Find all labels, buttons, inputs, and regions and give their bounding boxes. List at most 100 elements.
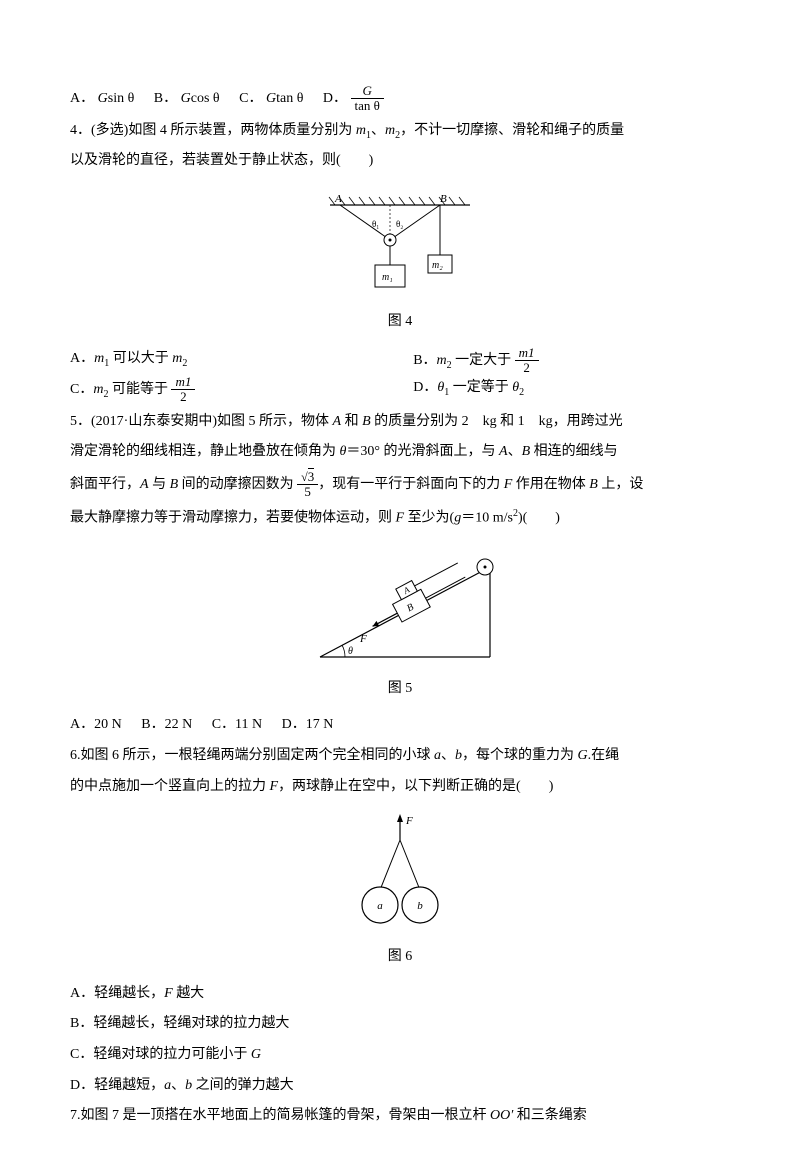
q7-line1: 7.如图 7 是一顶搭在水平地面上的简易帐篷的骨架，骨架由一根立杆 OO′ 和三… <box>70 1103 730 1130</box>
q6-opt-c: C．轻绳对球的拉力可能小于 G <box>70 1042 730 1069</box>
q3-c-label: C． <box>239 91 262 106</box>
q6-d-pre: D．轻绳越短， <box>70 1078 164 1093</box>
fig5-F: F <box>359 633 367 645</box>
q7-l1: 7.如图 7 是一顶搭在水平地面上的简易帐篷的骨架，骨架由一根立杆 <box>70 1108 490 1123</box>
q7-l1b: 和三条绳索 <box>513 1108 587 1123</box>
q5-l4a: 最大静摩擦力等于滑动摩擦力，若要使物体运动，则 <box>70 510 396 525</box>
q4-m2: m <box>385 123 395 138</box>
q5-A3: A <box>140 477 149 492</box>
q4-stem1b: ，不计一切摩擦、滑轮和绳子的质量 <box>400 123 624 138</box>
q6-d-post: 之间的弹力越大 <box>192 1078 294 1093</box>
q4-opt-d: D．θ1 一定等于 θ2 <box>413 375 730 405</box>
q6-opt-b: B．轻绳越长，轻绳对球的拉力越大 <box>70 1011 730 1038</box>
q5-l4b: 至少为( <box>404 510 454 525</box>
q5-l1c: 的质量分别为 2 kg 和 1 kg，用跨过光 <box>371 414 623 429</box>
q4-opts-row2: C．m2 可能等于 m12 D．θ1 一定等于 θ2 <box>70 375 730 405</box>
figure-4: A B θ₁ θ₂ m₁ m₂ <box>70 185 730 305</box>
q6-l1a: 6.如图 6 所示，一根轻绳两端分别固定两个完全相同的小球 <box>70 748 434 763</box>
q4-stem1a: 4．(多选)如图 4 所示装置，两物体质量分别为 <box>70 123 356 138</box>
figure-5-svg: θ B A F <box>290 542 510 672</box>
q3-b-g: G <box>181 91 191 106</box>
q6-F1: F <box>270 779 279 794</box>
fig4-B: B <box>440 193 447 205</box>
page: A． Gsin θ B． Gcos θ C． Gtan θ D． G tan θ… <box>0 0 800 1174</box>
q4-b-frac: m12 <box>515 346 539 376</box>
q5-l3e: 作用在物体 <box>512 477 589 492</box>
q3-d-frac: G tan θ <box>351 84 384 114</box>
q5-l2c: 、 <box>508 444 522 459</box>
q5-l3b: 与 <box>149 477 170 492</box>
q5-B1: B <box>362 414 371 429</box>
q3-b-trig: cos θ <box>191 91 220 106</box>
q6-l1b: ，每个球的重力为 <box>462 748 578 763</box>
fig4-m2: m₂ <box>432 260 443 271</box>
q4-opts-row1: A．m1 可以大于 m2 B．m2 一定大于 m12 <box>70 346 730 376</box>
q4-a-m2: m <box>172 351 182 366</box>
q6-l2b: ，两球静止在空中，以下判断正确的是( ) <box>278 779 553 794</box>
q6-line2: 的中点施加一个竖直向上的拉力 F，两球静止在空中，以下判断正确的是( ) <box>70 774 730 801</box>
q3-d-den: tan θ <box>351 99 384 113</box>
q4-sep1: 、 <box>371 123 385 138</box>
q4-opt-a: A．m1 可以大于 m2 <box>70 346 387 376</box>
figure-4-svg: A B θ₁ θ₂ m₁ m₂ <box>310 185 490 305</box>
q3-d-label: D． <box>323 91 347 106</box>
fig5-theta: θ <box>348 646 353 657</box>
q5-F1: F <box>504 477 513 492</box>
q4-a-pre: A． <box>70 351 94 366</box>
q3-a-label: A． <box>70 91 94 106</box>
q6-c-pre: C．轻绳对球的拉力可能小于 <box>70 1047 251 1062</box>
q5-opt-c: C．11 N <box>212 712 262 739</box>
q4-opt-c: C．m2 可能等于 m12 <box>70 375 387 405</box>
q5-frac: √3 5 <box>297 470 318 500</box>
figure-4-caption: 图 4 <box>70 309 730 336</box>
q6-l2a: 的中点施加一个竖直向上的拉力 <box>70 779 270 794</box>
q4-b-pre: B． <box>413 353 436 368</box>
q5-B3: B <box>170 477 179 492</box>
q5-B2: B <box>522 444 531 459</box>
q6-a-pre: A．轻绳越长， <box>70 986 164 1001</box>
q5-l2d: 相连的细线与 <box>530 444 618 459</box>
q3-b-label: B． <box>154 91 177 106</box>
q3-opt-a: A． Gsin θ <box>70 86 134 113</box>
q6-G: G <box>578 748 588 763</box>
fig4-th2: θ₂ <box>396 219 403 229</box>
q4-c-num: m1 <box>171 375 195 390</box>
q5-line3: 斜面平行，A 与 B 间的动摩擦因数为 √3 5 ，现有一平行于斜面向下的力 F… <box>70 470 730 500</box>
q5-l3f: 上，设 <box>598 477 644 492</box>
q3-c-trig: tan θ <box>276 91 303 106</box>
q5-frac-num: √3 <box>297 470 318 485</box>
q6-opt-a: A．轻绳越长，F 越大 <box>70 981 730 1008</box>
q6-a1: a <box>434 748 441 763</box>
q4-c-mid: 可能等于 <box>108 382 171 397</box>
q5-frac-den: 5 <box>297 485 318 499</box>
q4-opt-b: B．m2 一定大于 m12 <box>413 346 730 376</box>
q4-a-mid: 可以大于 <box>109 351 172 366</box>
q3-opt-d: D． G tan θ <box>323 84 384 114</box>
q6-b1: b <box>455 748 462 763</box>
q5-line1: 5．(2017·山东泰安期中)如图 5 所示，物体 A 和 B 的质量分别为 2… <box>70 409 730 436</box>
q3-c-g: G <box>266 91 276 106</box>
q4-m1: m <box>356 123 366 138</box>
q6-line1: 6.如图 6 所示，一根轻绳两端分别固定两个完全相同的小球 a、b，每个球的重力… <box>70 743 730 770</box>
q5-l4c: ＝10 m/s <box>461 510 513 525</box>
q3-options: A． Gsin θ B． Gcos θ C． Gtan θ D． G tan θ <box>70 84 730 114</box>
q5-opt-d: D．17 N <box>282 712 334 739</box>
q5-l2b: ＝30° 的光滑斜面上，与 <box>346 444 499 459</box>
q5-F2: F <box>396 510 405 525</box>
q4-b-m2: m <box>437 353 447 368</box>
q5-line2: 滑定滑轮的细线相连，静止地叠放在倾角为 θ＝30° 的光滑斜面上，与 A、B 相… <box>70 439 730 466</box>
q4-d-t2s: 2 <box>519 387 524 398</box>
q5-l1b: 和 <box>341 414 362 429</box>
q6-opt-d: D．轻绳越短，a、b 之间的弹力越大 <box>70 1073 730 1100</box>
q4-stem-line1: 4．(多选)如图 4 所示装置，两物体质量分别为 m1、m2，不计一切摩擦、滑轮… <box>70 118 730 145</box>
q5-l4d: )( ) <box>518 510 560 525</box>
fig6-a: a <box>377 900 383 912</box>
q5-A1: A <box>333 414 342 429</box>
q5-l3d: ，现有一平行于斜面向下的力 <box>318 477 504 492</box>
figure-5: θ B A F <box>70 542 730 672</box>
q4-d-pre: D． <box>413 380 437 395</box>
q4-a-m2s: 2 <box>182 357 187 368</box>
q6-a-F: F <box>164 986 173 1001</box>
q5-l3a: 斜面平行， <box>70 477 140 492</box>
q4-d-mid: 一定等于 <box>449 380 512 395</box>
